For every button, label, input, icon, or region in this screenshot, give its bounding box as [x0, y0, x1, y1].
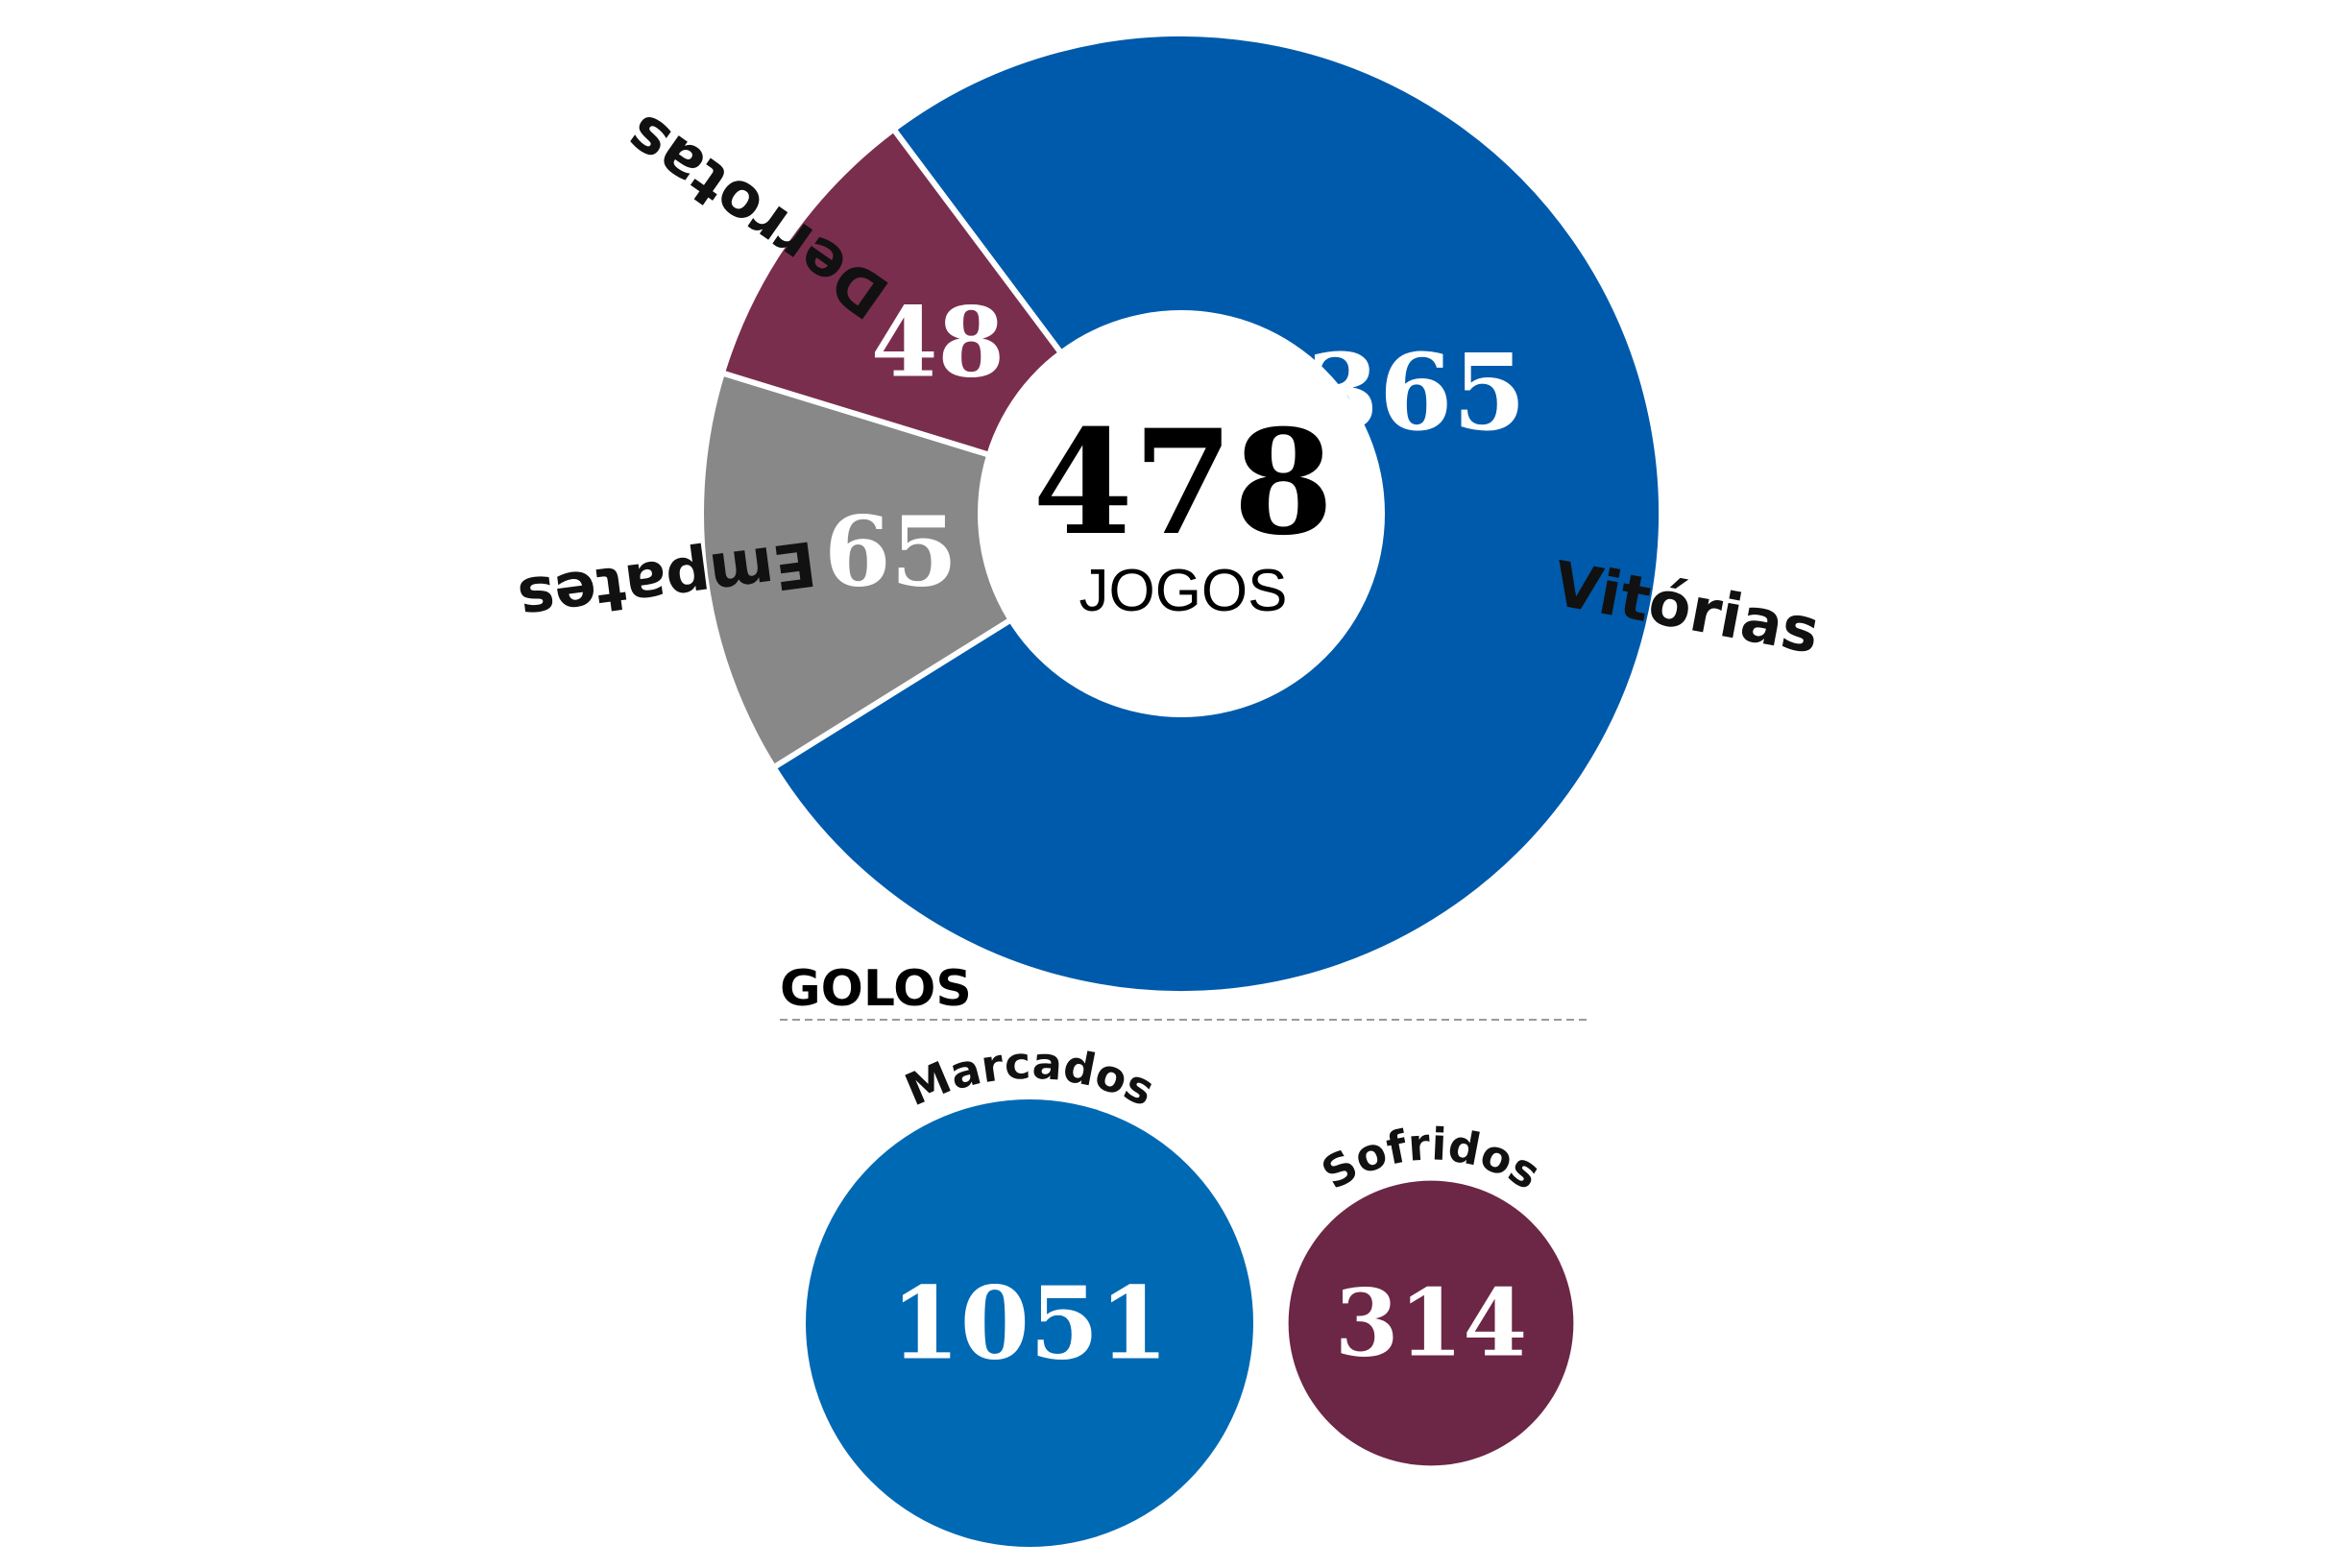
bubble-value-marcados: 1051	[890, 1265, 1168, 1383]
donut-hole	[978, 310, 1385, 717]
slice-empates	[698, 369, 1189, 772]
bubble-value-sofridos: 314	[1335, 1269, 1527, 1378]
slice-value-derrotas: 48	[871, 286, 1005, 399]
total-games-label: JOGOS	[1079, 558, 1287, 624]
slice-value-empates: 65	[824, 495, 957, 608]
goals-title: GOLOS	[780, 960, 972, 1018]
bubble-sofridos	[1288, 1180, 1574, 1466]
bubble-marcados	[806, 1099, 1253, 1547]
total-games-value: 478	[1032, 398, 1333, 567]
